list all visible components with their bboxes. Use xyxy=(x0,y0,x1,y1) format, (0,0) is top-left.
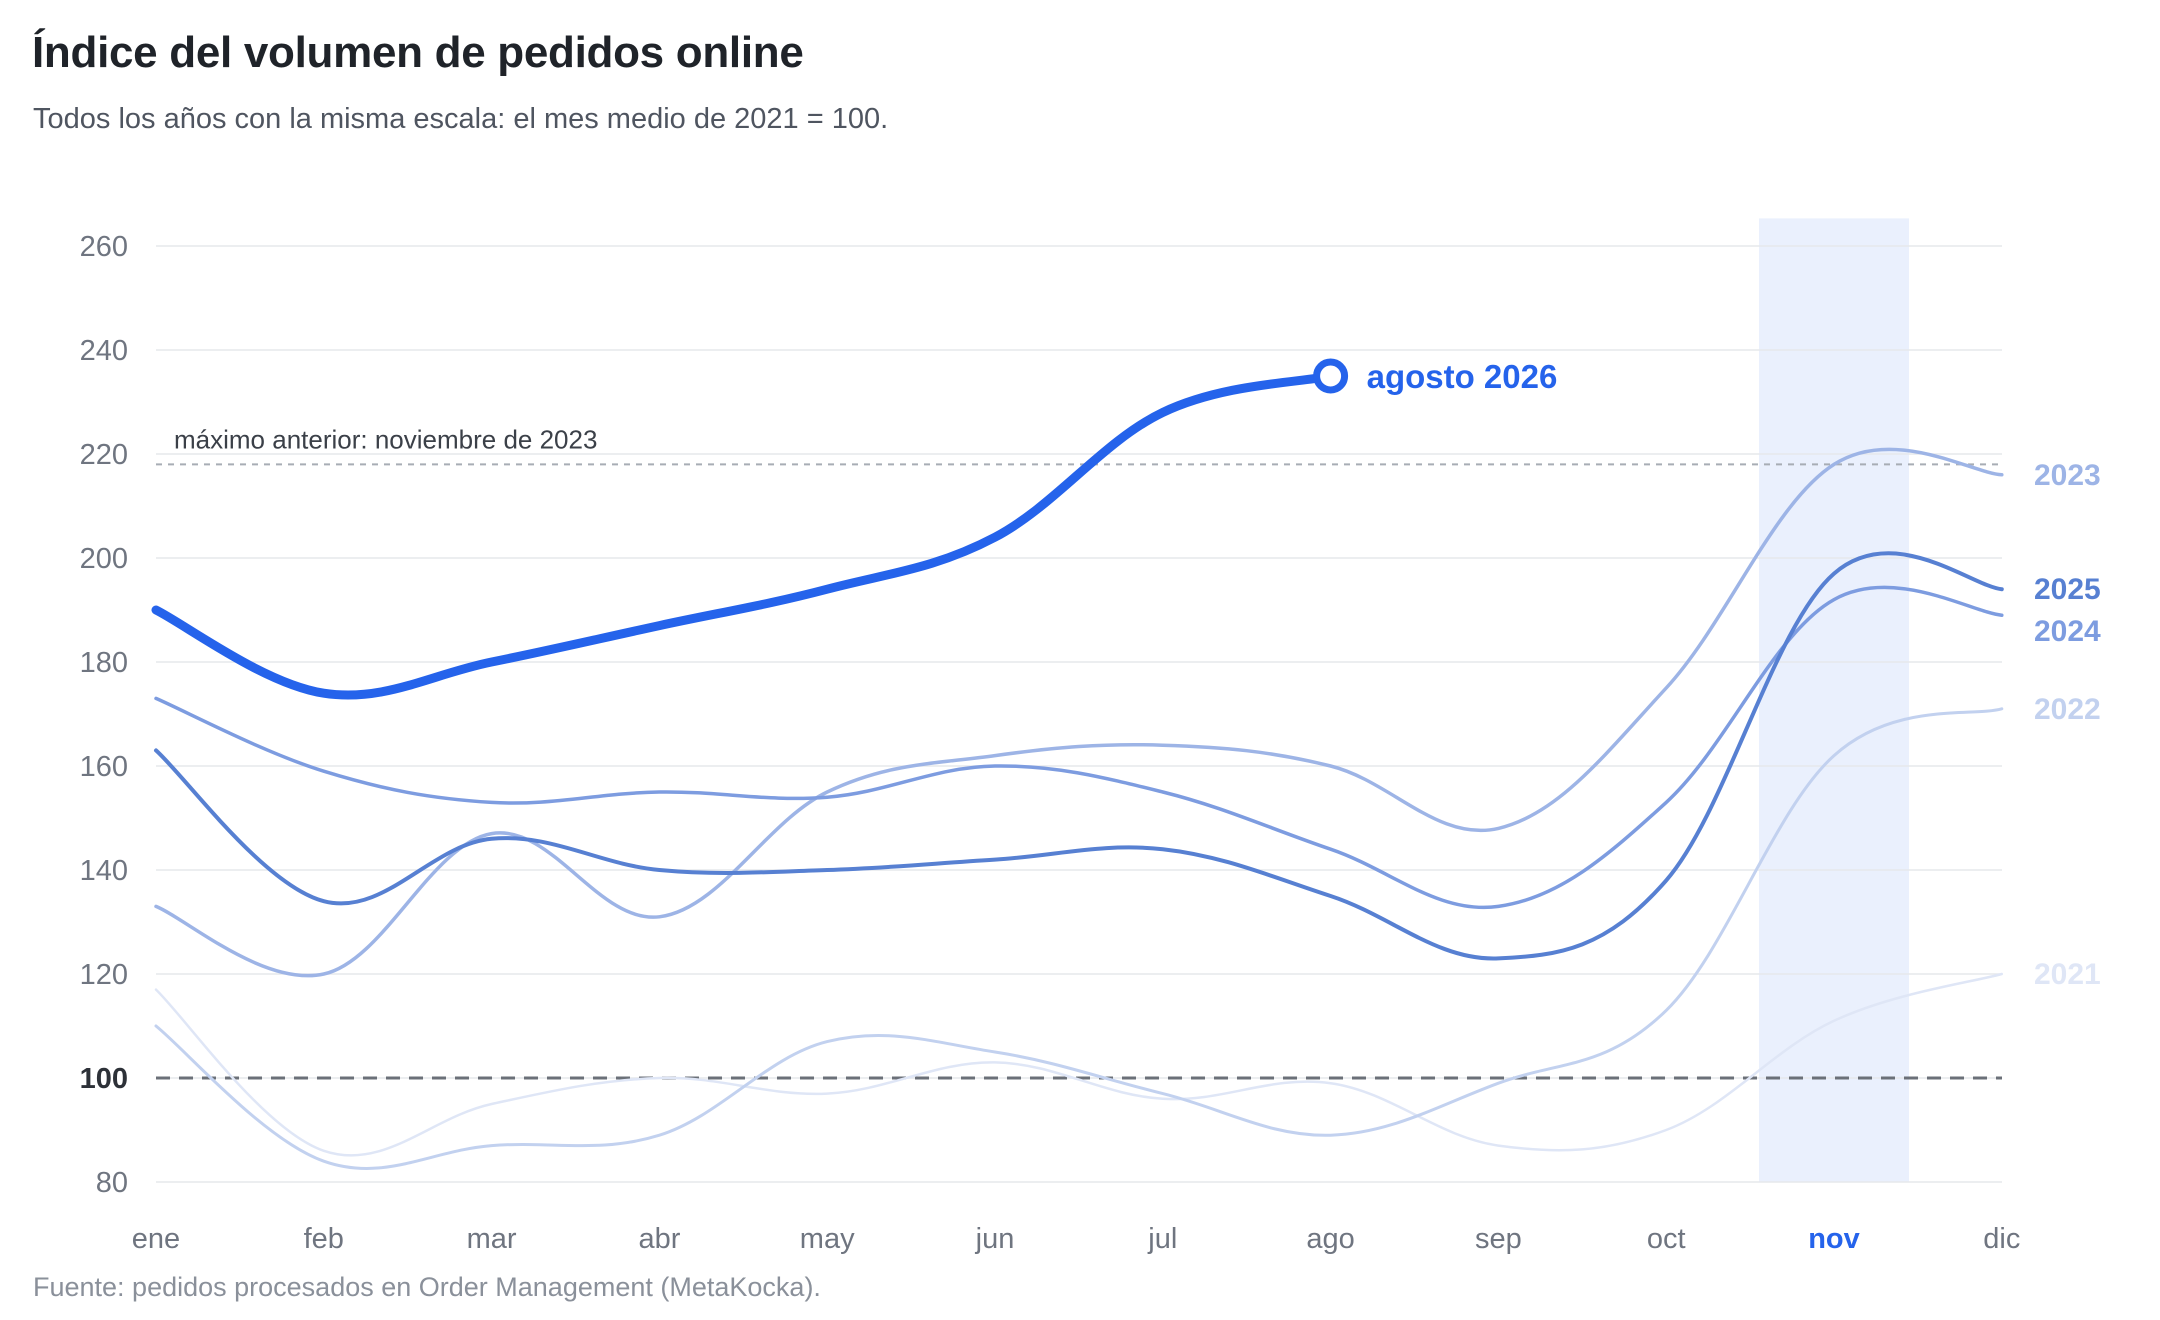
chart-subtitle: Todos los años con la misma escala: el m… xyxy=(33,103,889,135)
grid-layer: 80 100 120 140 160 180 200 220 240 260 ene feb mar ab… xyxy=(80,231,2021,1255)
x-tick-label-jun: jun xyxy=(975,1223,1015,1255)
x-tick-label-mar: mar xyxy=(467,1223,517,1255)
x-tick-label-ago: ago xyxy=(1306,1223,1354,1255)
callout-marker-2026 xyxy=(1313,358,1349,394)
labels-layer: 2023 2025 2024 2022 2021 agosto 2026 xyxy=(1313,358,2101,991)
y-tick-label-120: 120 xyxy=(80,959,128,991)
callout-label: agosto 2026 xyxy=(1367,358,1558,395)
series-line-2024 xyxy=(154,585,2004,910)
x-tick-label-may: may xyxy=(800,1223,855,1255)
series-label-2023: 2023 xyxy=(2034,459,2101,492)
y-tick-label-80: 80 xyxy=(96,1167,128,1199)
chart-title: Índice del volumen de pedidos online xyxy=(32,28,804,77)
series-label-2021: 2021 xyxy=(2034,958,2101,991)
series-label-2025: 2025 xyxy=(2034,573,2101,606)
x-tick-label-ene: ene xyxy=(132,1223,180,1255)
reference-line-label-218: máximo anterior: noviembre de 2023 xyxy=(174,424,597,454)
y-tick-label-260: 260 xyxy=(80,231,128,263)
y-tick-label-160: 160 xyxy=(80,751,128,783)
y-tick-label-240: 240 xyxy=(80,335,128,367)
x-tick-label-abr: abr xyxy=(638,1223,680,1255)
series-line-2021 xyxy=(154,972,2004,1157)
series-line-2026 xyxy=(151,371,1336,700)
x-tick-label-sep: sep xyxy=(1475,1223,1522,1255)
series-line-2025 xyxy=(154,551,2004,961)
series-line-2023 xyxy=(154,447,2004,978)
reference-lines-layer: máximo anterior: noviembre de 2023 xyxy=(156,424,2002,1080)
series-label-2024: 2024 xyxy=(2034,615,2101,648)
x-tick-label-dic: dic xyxy=(1983,1223,2020,1255)
x-tick-label-nov: nov xyxy=(1808,1223,1860,1255)
series-layer xyxy=(151,371,2004,1170)
y-tick-label-100: 100 xyxy=(80,1063,128,1095)
y-tick-label-180: 180 xyxy=(80,647,128,679)
x-tick-label-feb: feb xyxy=(304,1223,344,1255)
x-tick-label-jul: jul xyxy=(1147,1223,1177,1255)
y-tick-label-220: 220 xyxy=(80,439,128,471)
series-label-2022: 2022 xyxy=(2034,693,2101,726)
chart-source: Fuente: pedidos procesados en Order Mana… xyxy=(33,1272,821,1302)
highlight-band-layer xyxy=(1759,218,1909,1182)
y-tick-label-140: 140 xyxy=(80,855,128,887)
x-tick-label-oct: oct xyxy=(1647,1223,1686,1255)
y-tick-label-200: 200 xyxy=(80,543,128,575)
series-line-2022 xyxy=(154,707,2004,1170)
highlight-band-nov xyxy=(1759,218,1909,1182)
